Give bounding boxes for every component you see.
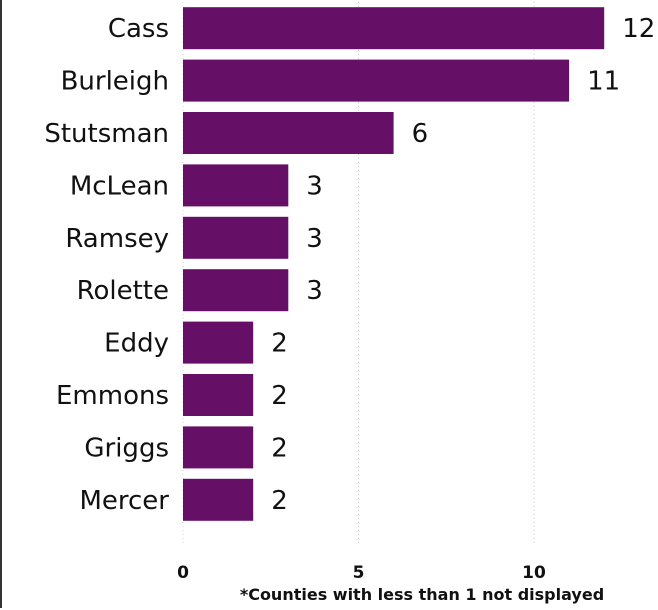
footnote: *Counties with less than 1 not displayed [240, 585, 604, 604]
value-label: 2 [271, 381, 288, 411]
category-label: McLean [70, 171, 169, 201]
category-label: Ramsey [65, 224, 169, 254]
value-label: 2 [271, 486, 288, 516]
bar-eddy [183, 321, 254, 364]
bar-rolette [183, 269, 289, 312]
bar-cass [183, 7, 605, 50]
x-tick-label: 10 [522, 563, 546, 583]
category-label: Burleigh [61, 67, 169, 97]
bars [183, 7, 605, 521]
bar-burleigh [183, 59, 570, 102]
value-label: 3 [306, 276, 323, 306]
value-label: 3 [306, 224, 323, 254]
bar-emmons [183, 374, 254, 416]
category-label: Stutsman [44, 119, 169, 149]
bar-ramsey [183, 216, 289, 259]
bar-stutsman [183, 112, 394, 154]
category-label: Rolette [77, 276, 169, 306]
bar-mercer [183, 478, 254, 521]
category-label: Eddy [104, 329, 169, 359]
value-label: 2 [271, 433, 288, 463]
value-label: 6 [412, 119, 429, 149]
category-label: Mercer [79, 486, 169, 516]
value-label: 12 [622, 14, 655, 44]
value-label: 11 [587, 67, 620, 97]
x-tick-labels: 0 5 10 [177, 563, 546, 583]
category-labels: Cass Burleigh Stutsman McLean Ramsey Rolette E… [44, 14, 169, 516]
value-label: 3 [306, 171, 323, 201]
x-tick-label: 5 [353, 563, 365, 583]
category-label: Griggs [84, 433, 169, 463]
bar-mclean [183, 164, 289, 207]
value-label: 2 [271, 329, 288, 359]
category-label: Cass [108, 14, 169, 44]
bar-griggs [183, 426, 254, 469]
category-label: Emmons [56, 381, 169, 411]
x-tick-label: 0 [177, 563, 189, 583]
